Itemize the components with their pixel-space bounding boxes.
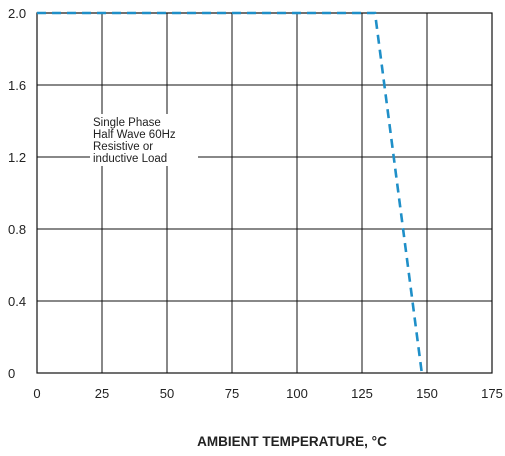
x-tick-labels: 0 25 50 75 100 125 150 175 [33,386,502,401]
annotation-box: Single Phase Half Wave 60Hz Resistive or… [90,114,198,166]
series-line-0 [37,11,424,374]
y-tick-label: 0.8 [8,222,26,237]
y-tick-label: 2.0 [8,6,26,21]
x-tick-label: 0 [33,386,40,401]
series-layer [37,11,424,374]
y-tick-label: 1.6 [8,78,26,93]
plot-frame [36,12,493,374]
x-tick-label: 125 [351,386,373,401]
x-tick-label: 175 [481,386,503,401]
grid-lines [36,12,493,374]
x-tick-label: 100 [286,386,308,401]
x-tick-label: 50 [160,386,174,401]
annotation-line-3: Resistive or [93,141,153,153]
y-tick-labels: 0 0.4 0.8 1.2 1.6 2.0 [8,6,26,381]
y-tick-label: 1.2 [8,150,26,165]
x-axis-label: AMBIENT TEMPERATURE, °C [197,434,387,449]
annotation-line-1: Single Phase [93,117,161,129]
x-tick-label: 75 [225,386,239,401]
annotation-line-4: inductive Load [93,153,167,165]
y-tick-label: 0 [8,366,15,381]
y-tick-label: 0.4 [8,294,26,309]
x-tick-label: 150 [416,386,438,401]
x-tick-label: 25 [95,386,109,401]
annotation-line-2: Half Wave 60Hz [93,129,176,141]
